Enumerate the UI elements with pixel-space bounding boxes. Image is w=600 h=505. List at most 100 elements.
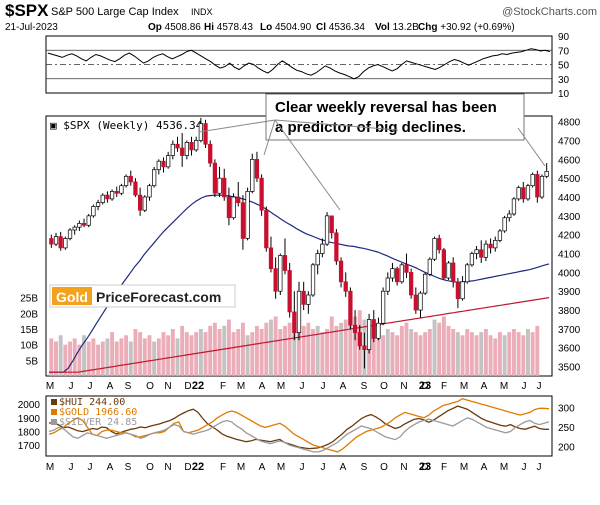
volume-bar	[100, 341, 105, 376]
candle-body	[315, 253, 320, 266]
price-x-tick: J	[88, 381, 93, 392]
price-y-tick: 4300	[558, 212, 581, 223]
candle-body	[72, 226, 77, 231]
candle-body	[91, 206, 96, 217]
candle-body	[109, 191, 115, 200]
metals-x-tick: D	[184, 462, 191, 473]
volume-bar	[110, 332, 115, 376]
candle-body	[399, 264, 404, 283]
candle-body	[301, 290, 306, 305]
candle-body	[208, 143, 213, 164]
candle-body	[441, 249, 446, 279]
volume-bar	[516, 332, 521, 376]
ohlc-label: Lo	[260, 22, 272, 33]
candle-body	[516, 187, 521, 200]
volume-bar	[455, 332, 460, 376]
candle-body	[180, 147, 185, 156]
volume-bar	[334, 325, 339, 376]
volume-bar	[348, 313, 353, 376]
volume-bar	[82, 335, 87, 376]
volume-bar	[49, 338, 54, 376]
ohlc-value: 4504.90	[272, 22, 311, 33]
candle-body	[423, 273, 428, 294]
candle-body	[184, 142, 189, 156]
volume-bar	[259, 329, 264, 376]
candle-body	[380, 290, 386, 324]
volume-bar	[77, 344, 82, 376]
candle-body	[100, 194, 105, 204]
metals-legend-label: $HUI 244.00	[59, 397, 125, 408]
ohlc-chg: Chg +30.92 (+0.69%)	[418, 22, 515, 33]
candle-body	[539, 175, 545, 198]
volume-tick: 15B	[20, 325, 38, 336]
candle-body	[352, 324, 358, 334]
candle-body	[147, 185, 152, 198]
metals-x-tick: F	[441, 462, 447, 473]
volume-bar	[245, 335, 250, 376]
volume-tick: 10B	[20, 341, 38, 352]
ohlc-label: Op	[148, 22, 162, 33]
candle-body	[418, 292, 423, 311]
volume-bar	[105, 338, 110, 376]
volume-bar	[152, 341, 157, 376]
volume-bar	[133, 329, 138, 376]
candle-body	[376, 322, 381, 339]
volume-bar	[427, 329, 432, 376]
volume-bar	[212, 322, 217, 376]
volume-bar	[339, 322, 344, 376]
volume-bar	[493, 338, 498, 376]
candle-body	[530, 174, 535, 187]
metals-x-tick: A	[259, 462, 266, 473]
metals-x-tick: S	[125, 462, 132, 473]
candle-body	[156, 160, 161, 171]
candle-body	[189, 142, 194, 151]
volume-bar	[483, 329, 488, 376]
candle-body	[240, 202, 246, 239]
candle-body	[521, 187, 526, 200]
volume-bar	[269, 319, 273, 376]
volume-bar	[413, 332, 418, 376]
metals-x-tick: M	[237, 462, 245, 473]
volume-bar	[287, 322, 292, 376]
candle-body	[366, 319, 372, 350]
volume-bar	[474, 335, 479, 376]
candle-body	[273, 268, 278, 292]
rsi-line	[47, 48, 551, 80]
metals-x-tick: J	[88, 462, 93, 473]
ohlc-cl: Cl 4536.34	[316, 22, 365, 33]
volume-bar	[292, 319, 297, 376]
metals-x-tick: S	[361, 462, 368, 473]
metals-x-tick: F	[220, 462, 226, 473]
candle-body	[483, 243, 489, 258]
rsi-panel: 90 70 50 30 10	[45, 32, 570, 100]
metals-panel: 2000 1900 1800 1700 300 250 200 $HUI 244.00$GOL…	[18, 395, 575, 473]
candle-body	[502, 217, 507, 232]
volume-bar	[91, 338, 96, 376]
volume-bar	[156, 338, 161, 376]
ohlc-value: 4536.34	[326, 22, 365, 33]
annotation-box	[265, 93, 525, 141]
candle-body	[390, 268, 395, 279]
volume-bar	[409, 329, 414, 376]
candle-body	[250, 158, 255, 192]
candle-body	[320, 243, 325, 254]
price-x-tick: F	[220, 381, 226, 392]
volume-bar	[395, 335, 400, 376]
price-y-tick: 4000	[558, 268, 581, 279]
banner-gold-word: Gold	[56, 289, 88, 305]
metals-x-tick: A	[107, 462, 114, 473]
metals-x-tick: M	[460, 462, 468, 473]
volume-bar	[119, 338, 124, 376]
banner-gold-box	[52, 287, 92, 305]
metals-legend-label: $SILVER 24.85	[59, 417, 137, 428]
volume-bar	[511, 329, 516, 376]
volume-bar	[240, 322, 245, 376]
volume-bar	[507, 332, 512, 376]
banner-site-name: PriceForecast.com	[96, 289, 221, 305]
price-x-tick: D	[421, 381, 428, 392]
rsi-y-tick: 10	[558, 89, 570, 100]
price-x-tick: D	[184, 381, 191, 392]
candle-body	[212, 162, 218, 194]
metals-x-tick: M	[46, 462, 54, 473]
metals-x-tick: J	[537, 462, 542, 473]
